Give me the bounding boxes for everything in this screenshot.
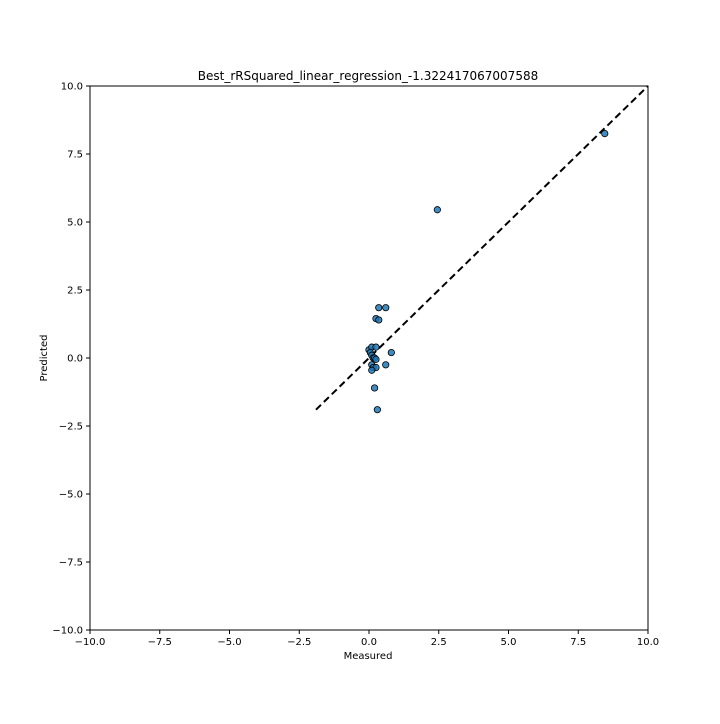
data-point	[387, 348, 395, 357]
y-tick-label: 7.5	[67, 150, 83, 161]
x-tick-label: 0.0	[361, 637, 377, 648]
data-point	[382, 304, 390, 312]
y-tick-label: −2.5	[59, 422, 83, 433]
y-tick-label: 2.5	[67, 286, 83, 297]
chart-title: Best_rRSquared_linear_regression_-1.3224…	[198, 69, 538, 83]
y-tick-label: −10.0	[52, 626, 83, 637]
y-tick-label: 10.0	[61, 82, 83, 93]
x-tick-label: 5.0	[501, 637, 517, 648]
data-point	[382, 361, 390, 369]
data-point	[433, 206, 441, 214]
data-point	[372, 343, 380, 351]
y-tick-label: 5.0	[67, 218, 83, 229]
data-point	[375, 304, 383, 312]
data-point	[375, 316, 383, 324]
x-tick-label: −5.0	[217, 637, 241, 648]
data-point	[370, 384, 379, 392]
y-tick-label: −7.5	[59, 558, 83, 569]
x-tick-label: −10.0	[75, 637, 106, 648]
y-axis-label: Predicted	[39, 335, 50, 382]
x-tick-label: 2.5	[431, 637, 447, 648]
x-tick-label: −2.5	[287, 637, 311, 648]
data-point	[373, 406, 381, 414]
x-tick-label: 10.0	[637, 637, 659, 648]
y-tick-label: −5.0	[59, 490, 83, 501]
data-point	[368, 366, 376, 374]
data-point	[372, 355, 380, 363]
y-tick-label: 0.0	[67, 354, 83, 365]
x-tick-label: 7.5	[570, 637, 586, 648]
data-point	[601, 130, 609, 138]
x-tick-label: −7.5	[148, 637, 172, 648]
plot-area: −10.0 −7.5 −5.0 −2.5 0.0 2.5 5.0 7.5 10.0 −10.0 −7…	[52, 82, 659, 649]
x-axis-label: Measured	[344, 651, 393, 662]
